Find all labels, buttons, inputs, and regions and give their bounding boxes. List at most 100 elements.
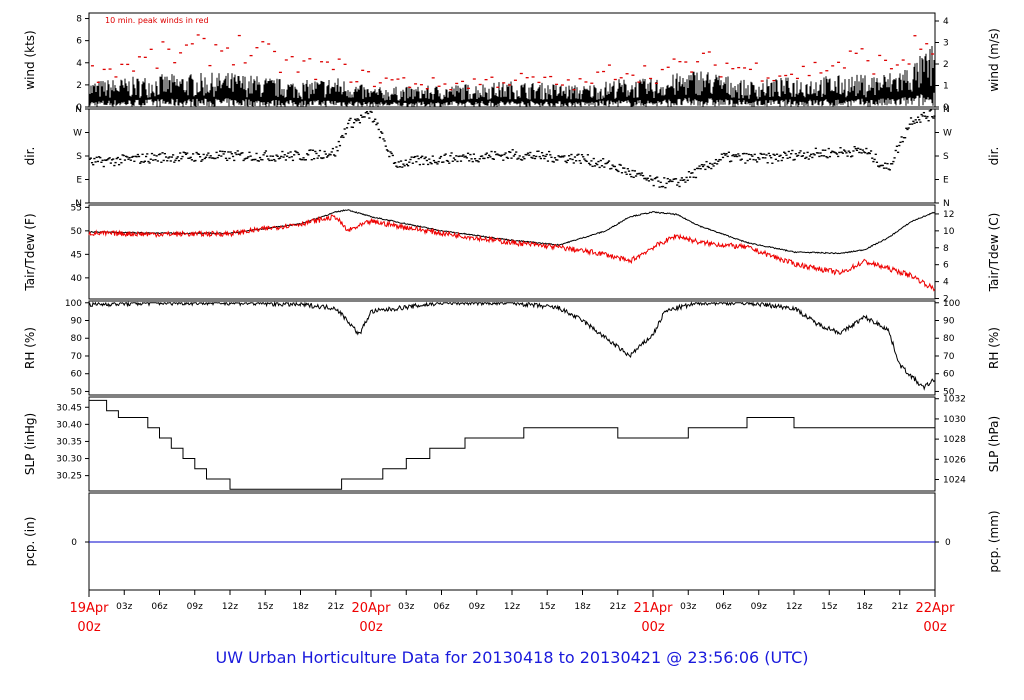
wind-direction-point — [236, 150, 239, 152]
wind-direction-point — [822, 155, 826, 157]
wind-direction-point — [825, 155, 828, 158]
wind-direction-point — [141, 153, 144, 156]
y-tick-label-right: 10 — [943, 227, 955, 237]
wind-direction-point — [397, 161, 400, 163]
wind-direction-point — [700, 163, 703, 166]
wind-direction-point — [684, 181, 687, 183]
y-tick-label-right: 90 — [943, 317, 955, 327]
wind-direction-point — [184, 153, 188, 156]
wind-direction-point — [135, 156, 138, 158]
wind-direction-point — [686, 179, 689, 182]
y-tick-label-left: 0 — [76, 103, 82, 113]
wind-direction-point — [117, 163, 121, 166]
wind-direction-point — [466, 152, 470, 155]
wind-direction-point — [650, 178, 653, 180]
wind-direction-point — [750, 154, 753, 156]
wind-direction-point — [173, 161, 176, 163]
wind-direction-point — [806, 151, 809, 154]
wind-direction-point — [886, 162, 889, 165]
peak-wind-mark — [126, 63, 130, 66]
peak-wind-mark — [196, 34, 200, 36]
wind-direction-point — [710, 167, 713, 170]
wind-direction-point — [529, 151, 532, 154]
wind-direction-point — [314, 150, 317, 153]
wind-direction-point — [180, 158, 183, 160]
wind-direction-point — [795, 155, 799, 157]
wind-direction-point — [148, 162, 151, 164]
wind-direction-point — [267, 158, 270, 160]
wind-direction-point — [428, 158, 431, 160]
wind-direction-point — [255, 152, 258, 155]
wind-direction-point — [274, 160, 277, 162]
x-tick-label: 21z — [610, 602, 626, 612]
wind-direction-point — [191, 153, 195, 155]
wind-direction-point — [859, 148, 862, 151]
wind-direction-point — [611, 164, 614, 166]
y-tick-label-right: 1030 — [943, 415, 966, 425]
wind-direction-point — [788, 156, 792, 159]
wind-direction-point — [517, 157, 520, 159]
wind-direction-point — [851, 155, 854, 157]
wind-direction-point — [664, 186, 667, 189]
wind-direction-point — [294, 150, 297, 152]
peak-wind-mark — [155, 67, 159, 69]
wind-direction-point — [630, 175, 633, 178]
peak-wind-mark — [331, 68, 335, 71]
peak-wind-mark — [214, 44, 218, 46]
wind-direction-point — [741, 153, 745, 155]
wind-direction-point — [360, 114, 363, 116]
wind-direction-point — [242, 159, 245, 162]
wind-direction-point — [264, 150, 268, 152]
wind-direction-point — [763, 153, 766, 155]
y-tick-label-right: E — [943, 176, 949, 186]
wind-direction-point — [804, 157, 807, 160]
peak-wind-mark — [496, 86, 500, 88]
peak-wind-mark — [795, 77, 799, 80]
wind-direction-point — [731, 154, 734, 157]
wind-direction-point — [537, 150, 540, 152]
wind-direction-point — [444, 153, 447, 155]
wind-direction-point — [711, 163, 714, 165]
wind-direction-point — [543, 157, 546, 160]
wind-direction-point — [304, 159, 307, 161]
wind-direction-point — [531, 157, 534, 159]
x-day-date-label: 21Apr — [633, 601, 673, 616]
wind-direction-point — [157, 153, 161, 156]
y-tick-label-left: 100 — [65, 299, 82, 309]
y-axis-label-right: wind (m/s) — [987, 28, 1001, 92]
wind-direction-point — [291, 159, 295, 162]
wind-direction-point — [441, 161, 444, 163]
wind-direction-point — [284, 159, 288, 161]
wind-direction-point — [156, 160, 159, 162]
wind-direction-point — [110, 159, 114, 161]
wind-direction-point — [368, 117, 371, 119]
wind-direction-point — [579, 162, 582, 164]
wind-direction-point — [176, 156, 179, 158]
peak-wind-mark — [631, 74, 635, 76]
y-tick-label-right: W — [943, 129, 952, 139]
wind-direction-point — [525, 154, 528, 156]
wind-direction-point — [370, 111, 373, 113]
wind-direction-point — [921, 115, 924, 117]
wind-direction-point — [603, 166, 606, 168]
wind-direction-point — [665, 182, 668, 185]
wind-direction-point — [454, 159, 457, 161]
peak-wind-mark — [807, 74, 811, 77]
wind-direction-point — [471, 160, 474, 163]
peak-wind-mark — [707, 51, 711, 53]
wind-direction-point — [97, 156, 101, 158]
wind-direction-point — [544, 155, 547, 158]
wind-direction-point — [861, 149, 864, 151]
wind-direction-point — [767, 152, 770, 155]
wind-direction-point — [511, 149, 514, 151]
wind-direction-point — [422, 163, 425, 165]
wind-direction-point — [496, 153, 499, 155]
wind-direction-point — [797, 154, 800, 157]
wind-direction-point — [902, 136, 906, 139]
peak-wind-mark — [725, 62, 729, 64]
wind-direction-point — [522, 156, 525, 158]
wind-direction-point — [744, 162, 747, 164]
wind-direction-point — [738, 155, 741, 157]
wind-direction-point — [475, 160, 478, 162]
wind-direction-point — [297, 153, 300, 156]
